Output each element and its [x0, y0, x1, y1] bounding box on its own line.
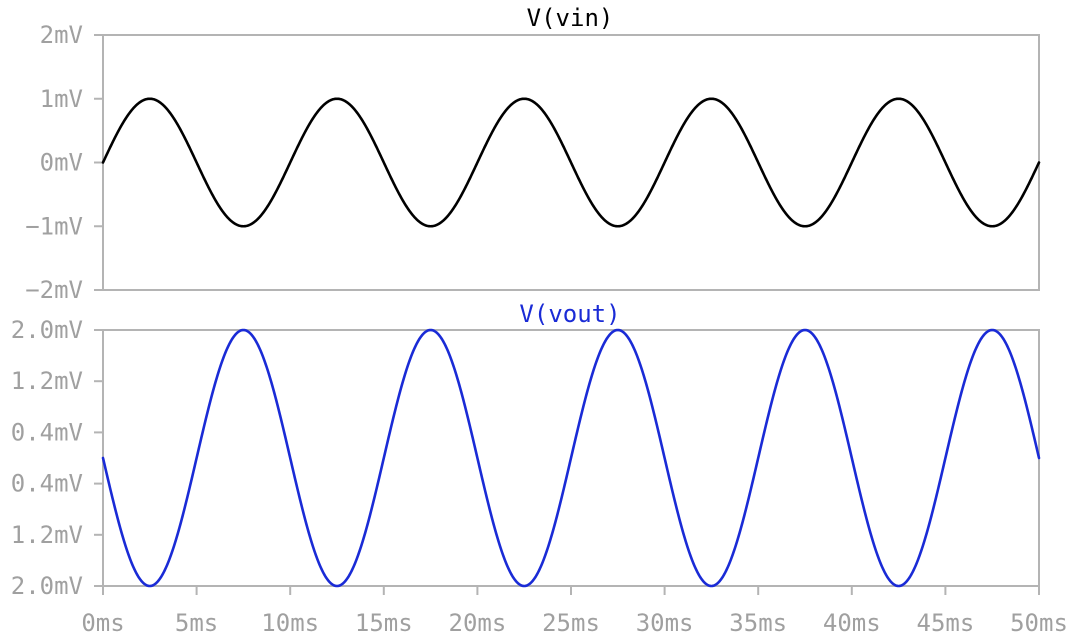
x-tick-label: 40ms — [823, 609, 881, 637]
vin-y-axis: 2mV 1mV 0mV −1mV −2mV — [25, 21, 103, 304]
vout-pane: V(vout) 2.0mV 1.2mV 0.4mV 0.4mV 1.2mV 2.0mV — [11, 300, 1041, 600]
x-tick-label: 25ms — [542, 609, 600, 637]
y-tick-label: 0mV — [40, 149, 83, 177]
y-tick-label: 1.2mV — [11, 521, 83, 549]
x-tick-label: 30ms — [636, 609, 694, 637]
y-tick-label: −1mV — [25, 212, 83, 240]
y-tick-label: −2mV — [25, 276, 83, 304]
vin-trace — [101, 97, 1041, 228]
x-tick-label: 35ms — [729, 609, 787, 637]
vout-title: V(vout) — [519, 300, 620, 328]
time-x-axis: 0ms 5ms 10ms 15ms 20ms 25ms 30ms 35ms 40ms 45ms 50… — [81, 586, 1068, 637]
y-tick-label: 2.0mV — [11, 316, 83, 344]
y-tick-label: 1mV — [40, 85, 83, 113]
vout-y-axis: 2.0mV 1.2mV 0.4mV 0.4mV 1.2mV 2.0mV — [11, 316, 103, 600]
x-tick-label: 50ms — [1010, 609, 1068, 637]
x-tick-label: 0ms — [81, 609, 124, 637]
x-tick-label: 20ms — [449, 609, 507, 637]
x-tick-label: 10ms — [261, 609, 319, 637]
y-tick-label: 0.4mV — [11, 418, 83, 446]
vin-pane: V(vin) 2mV 1mV 0mV −1mV −2mV — [25, 4, 1041, 304]
y-tick-label: 2mV — [40, 21, 83, 49]
y-tick-label: 0.4mV — [11, 470, 83, 498]
x-tick-label: 15ms — [355, 609, 413, 637]
vout-trace — [101, 328, 1041, 588]
vin-title: V(vin) — [527, 4, 614, 32]
y-tick-label: 1.2mV — [11, 367, 83, 395]
x-tick-label: 5ms — [175, 609, 218, 637]
y-tick-label: 2.0mV — [11, 572, 83, 600]
x-tick-label: 45ms — [917, 609, 975, 637]
